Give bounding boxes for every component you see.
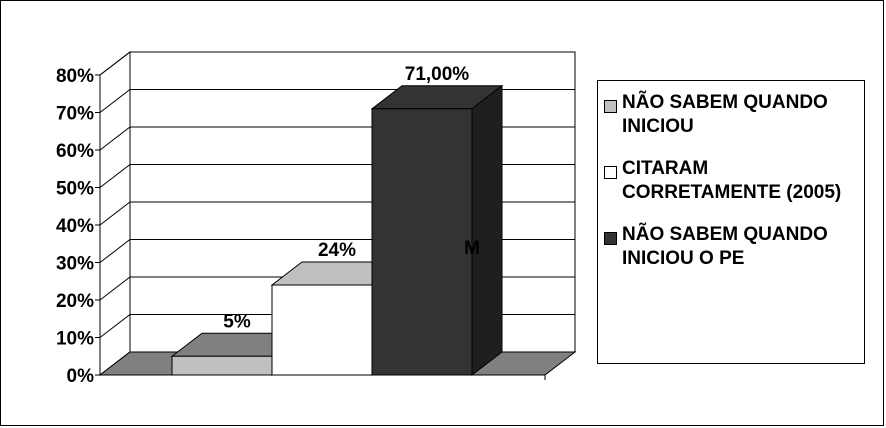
legend-item-citaram: CITARAM CORRETAMENTE (2005): [604, 157, 864, 205]
legend-swatch: [604, 166, 617, 179]
legend-swatch: [604, 232, 617, 245]
y-tick-label: 70%: [56, 104, 94, 125]
data-label: 71,00%: [405, 64, 470, 85]
bar: [271, 284, 373, 376]
y-tick-label: 60%: [56, 141, 94, 162]
bars: [170, 84, 504, 377]
legend-label: CITARAM CORRETAMENTE (2005): [622, 158, 842, 203]
legend-label: NÃO SABEM QUANDO INICIOU: [622, 92, 828, 137]
y-tick-label: 40%: [56, 216, 94, 237]
legend-item-nao-sabem-pe: NÃO SABEM QUANDO INICIOU O PE: [604, 223, 864, 271]
legend-label: NÃO SABEM QUANDO INICIOU O PE: [622, 224, 828, 269]
y-tick-label: 0%: [67, 366, 95, 387]
y-tick-label: 50%: [56, 179, 94, 200]
y-tick-label: 80%: [56, 66, 94, 87]
legend: NÃO SABEM QUANDO INICIOU CITARAM CORRETA…: [597, 80, 865, 364]
annotation-m: M: [464, 238, 480, 259]
data-label: 24%: [318, 240, 356, 261]
legend-item-nao-sabem: NÃO SABEM QUANDO INICIOU: [604, 91, 864, 139]
y-tick-label: 30%: [56, 254, 94, 275]
data-labels: 5% 24% 71,00% M: [223, 64, 480, 333]
y-axis: 0% 10% 20% 30% 40% 50% 60% 70% 80%: [56, 66, 101, 387]
bar-side: [471, 84, 503, 377]
gridline: [99, 51, 575, 76]
bar: [371, 108, 473, 376]
y-tick-label: 10%: [56, 329, 94, 350]
data-label: 5%: [223, 311, 251, 332]
bar: [171, 355, 273, 376]
y-tick-label: 20%: [56, 291, 94, 312]
legend-swatch: [604, 100, 617, 113]
